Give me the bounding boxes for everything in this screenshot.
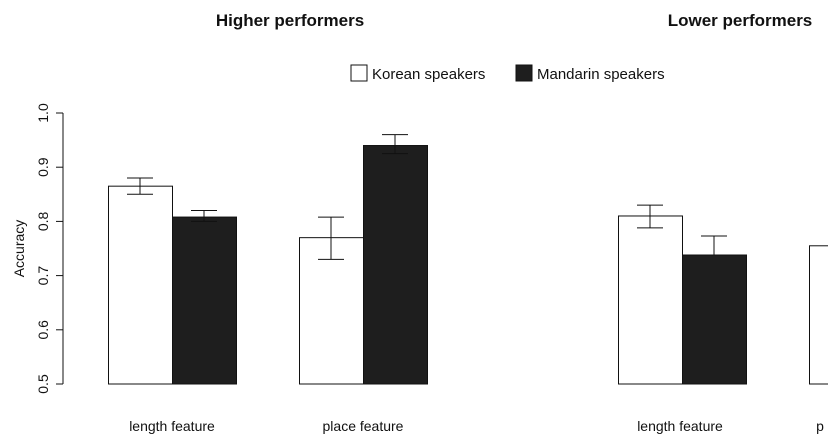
y-tick-label: 0.6: [35, 320, 51, 340]
x-tick-label: place feature: [323, 418, 404, 434]
error-bar: [637, 204, 663, 229]
y-tick-label: 0.9: [35, 157, 51, 177]
error-bar: [127, 177, 153, 195]
legend-swatch: [350, 64, 368, 82]
bar: [363, 145, 428, 385]
bar: [682, 254, 747, 385]
y-axis: 0.5 0.6 0.7 0.8 0.9 1.0 Accuracy: [11, 103, 64, 394]
y-tick-label: 0.8: [35, 211, 51, 231]
legend-label: Mandarin speakers: [537, 66, 665, 83]
bar: [172, 216, 237, 385]
bar: [108, 185, 173, 385]
error-bar: [382, 134, 408, 155]
x-axis-labels: length feature place feature length featur…: [129, 418, 824, 434]
legend-label: Korean speakers: [372, 66, 485, 83]
panel-title: Lower performers: [668, 11, 813, 30]
y-tick-label: 1.0: [35, 103, 51, 123]
y-tick-label: 0.5: [35, 374, 51, 394]
error-bar: [318, 216, 344, 260]
bar: [809, 245, 828, 385]
legend: Korean speakers Mandarin speakers: [350, 64, 665, 83]
error-bar: [701, 235, 727, 256]
error-bar: [191, 210, 217, 222]
bar: [618, 215, 683, 385]
panel-title: Higher performers: [216, 11, 364, 30]
x-tick-label: p: [816, 418, 824, 434]
x-tick-label: length feature: [637, 418, 723, 434]
legend-swatch: [515, 64, 533, 82]
x-tick-label: length feature: [129, 418, 215, 434]
y-axis-label: Accuracy: [11, 220, 27, 278]
y-tick-label: 0.7: [35, 266, 51, 286]
plot-area: [108, 134, 828, 385]
